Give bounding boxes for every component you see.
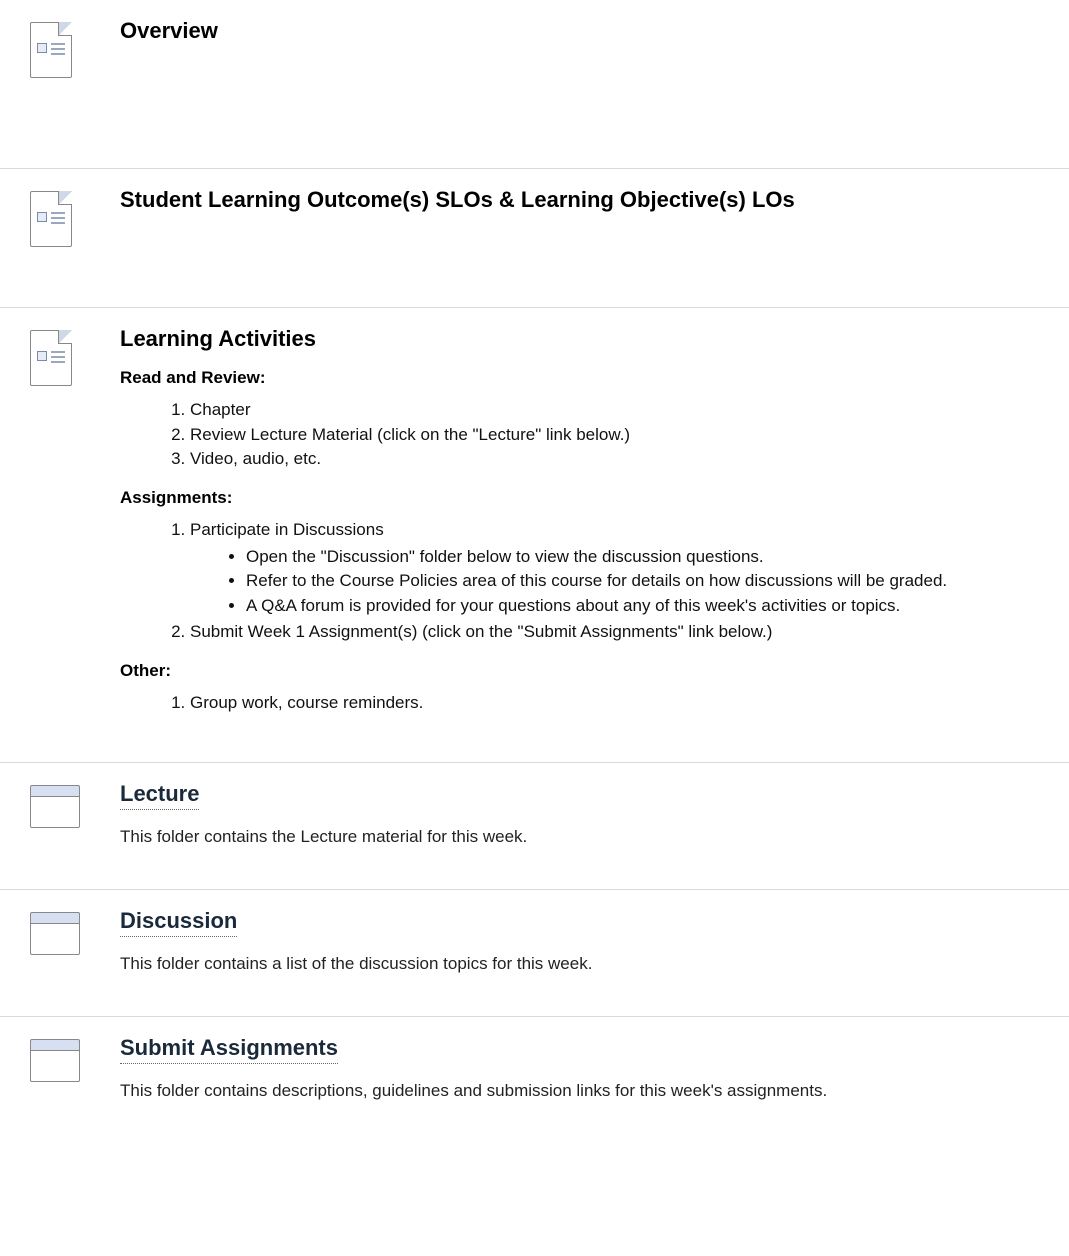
content-column: Learning Activities Read and Review: Cha… bbox=[90, 326, 1039, 722]
list-item: Video, audio, etc. bbox=[190, 447, 1039, 472]
other-list: Group work, course reminders. bbox=[120, 691, 1039, 716]
assignment-sublist: Open the "Discussion" folder below to vi… bbox=[190, 545, 1039, 619]
icon-column bbox=[30, 18, 90, 78]
icon-column bbox=[30, 187, 90, 247]
item-title[interactable]: Overview bbox=[120, 18, 1039, 44]
folder-icon bbox=[30, 785, 80, 825]
folder-description: This folder contains a list of the discu… bbox=[120, 953, 1039, 976]
list-item: Refer to the Course Policies area of thi… bbox=[246, 569, 1039, 594]
list-item: Participate in Discussions Open the "Dis… bbox=[190, 518, 1039, 619]
item-title[interactable]: Student Learning Outcome(s) SLOs & Learn… bbox=[120, 187, 1039, 213]
content-item-discussion[interactable]: Discussion This folder contains a list o… bbox=[0, 890, 1069, 1017]
content-column: Discussion This folder contains a list o… bbox=[90, 908, 1039, 976]
list-item: Submit Week 1 Assignment(s) (click on th… bbox=[190, 620, 1039, 645]
folder-title-link[interactable]: Lecture bbox=[120, 781, 199, 810]
icon-column bbox=[30, 326, 90, 386]
content-item-lecture[interactable]: Lecture This folder contains the Lecture… bbox=[0, 763, 1069, 890]
document-icon bbox=[30, 191, 72, 247]
folder-icon bbox=[30, 1039, 80, 1079]
folder-title-link[interactable]: Discussion bbox=[120, 908, 237, 937]
document-icon bbox=[30, 22, 72, 78]
read-review-heading: Read and Review: bbox=[120, 368, 1039, 388]
content-item-activities[interactable]: Learning Activities Read and Review: Cha… bbox=[0, 308, 1069, 763]
folder-description: This folder contains the Lecture materia… bbox=[120, 826, 1039, 849]
content-column: Submit Assignments This folder contains … bbox=[90, 1035, 1039, 1103]
assignments-list: Participate in Discussions Open the "Dis… bbox=[120, 518, 1039, 645]
list-item: A Q&A forum is provided for your questio… bbox=[246, 594, 1039, 619]
read-review-list: Chapter Review Lecture Material (click o… bbox=[120, 398, 1039, 472]
icon-column bbox=[30, 1035, 90, 1079]
document-icon bbox=[30, 330, 72, 386]
content-column: Overview bbox=[90, 18, 1039, 52]
folder-title-link[interactable]: Submit Assignments bbox=[120, 1035, 338, 1064]
folder-icon bbox=[30, 912, 80, 952]
assignment-text: Participate in Discussions bbox=[190, 520, 384, 539]
item-title[interactable]: Learning Activities bbox=[120, 326, 1039, 352]
content-column: Lecture This folder contains the Lecture… bbox=[90, 781, 1039, 849]
list-item: Chapter bbox=[190, 398, 1039, 423]
assignments-heading: Assignments: bbox=[120, 488, 1039, 508]
content-column: Student Learning Outcome(s) SLOs & Learn… bbox=[90, 187, 1039, 221]
list-item: Open the "Discussion" folder below to vi… bbox=[246, 545, 1039, 570]
content-item-slo[interactable]: Student Learning Outcome(s) SLOs & Learn… bbox=[0, 169, 1069, 308]
content-item-submit[interactable]: Submit Assignments This folder contains … bbox=[0, 1017, 1069, 1163]
icon-column bbox=[30, 908, 90, 952]
other-heading: Other: bbox=[120, 661, 1039, 681]
list-item: Group work, course reminders. bbox=[190, 691, 1039, 716]
list-item: Review Lecture Material (click on the "L… bbox=[190, 423, 1039, 448]
icon-column bbox=[30, 781, 90, 825]
content-item-overview[interactable]: Overview bbox=[0, 0, 1069, 169]
folder-description: This folder contains descriptions, guide… bbox=[120, 1080, 1039, 1103]
